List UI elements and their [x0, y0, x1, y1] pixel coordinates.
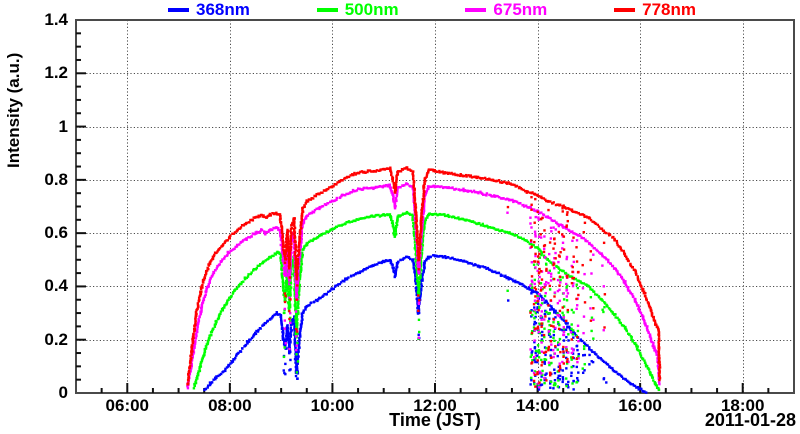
y-tick-label: 0.2 [44, 329, 68, 349]
legend-swatch [465, 8, 487, 12]
legend: 368nm 500nm 675nm 778nm [168, 1, 696, 19]
legend-entry-778nm: 778nm [614, 1, 696, 19]
y-tick-label: 1.2 [44, 63, 68, 83]
legend-label: 778nm [642, 0, 696, 19]
y-tick-label: 0.8 [44, 169, 68, 189]
x-tick-label: 18:00 [720, 396, 765, 415]
legend-label: 675nm [493, 0, 548, 19]
legend-swatch [168, 8, 189, 12]
legend-label: 368nm [196, 0, 250, 19]
x-tick-label: 10:00 [310, 396, 355, 415]
legend-entry-500nm: 500nm [316, 0, 399, 19]
x-tick-label: 16:00 [618, 396, 662, 415]
x-tick-label: 06:00 [105, 396, 150, 415]
x-tick-label: 12:00 [413, 396, 457, 415]
date-label: 2011-01-28 [704, 410, 796, 430]
y-tick-label: 0 [58, 383, 68, 402]
y-tick-label: 0.6 [44, 223, 68, 243]
y-tick-label: 0.4 [44, 276, 68, 296]
legend-entry-675nm: 675nm [465, 1, 547, 19]
legend-swatch [614, 8, 636, 12]
legend-swatch [316, 8, 338, 12]
x-tick-label: 14:00 [515, 396, 560, 415]
y-tick-label: 1 [58, 116, 68, 136]
x-axis-title: Time (JST) [389, 410, 481, 430]
y-tick-label: 1.4 [44, 10, 68, 29]
legend-entry-368nm: 368nm [168, 1, 250, 19]
legend-label: 500nm [344, 0, 399, 19]
x-tick-label: 08:00 [208, 396, 252, 415]
